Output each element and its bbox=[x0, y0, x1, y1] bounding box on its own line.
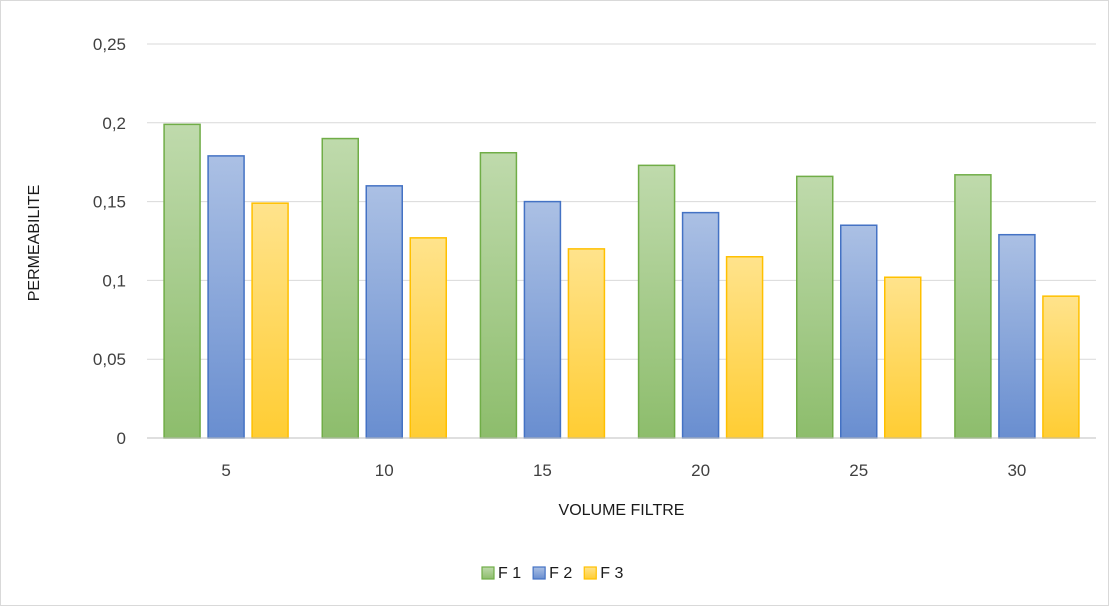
x-tick-label: 10 bbox=[375, 461, 394, 480]
legend-swatch bbox=[583, 566, 597, 580]
y-tick-label: 0,25 bbox=[93, 35, 126, 54]
axes: 0 0,05 0,1 0,15 0,2 0,25 5 10 15 20 25 30 bbox=[93, 35, 1096, 480]
x-axis-title: VOLUME FILTRE bbox=[559, 502, 685, 519]
legend-swatch bbox=[532, 566, 546, 580]
x-tick-label: 5 bbox=[221, 461, 230, 480]
bar-f1-5 bbox=[163, 123, 201, 439]
bar-f2-10 bbox=[365, 185, 403, 439]
gridlines bbox=[147, 43, 1096, 360]
bar-f3-20 bbox=[725, 256, 764, 439]
bar-f1-30 bbox=[954, 174, 992, 439]
x-tick-label: 30 bbox=[1007, 461, 1026, 480]
y-tick-label: 0,1 bbox=[102, 271, 126, 290]
bar-f2-15 bbox=[523, 200, 562, 439]
bar-f2-25 bbox=[840, 224, 878, 439]
bar-f1-25 bbox=[796, 175, 834, 439]
legend-label: F 2 bbox=[549, 565, 572, 582]
legend-swatch bbox=[481, 566, 495, 580]
y-tick-label: 0,05 bbox=[93, 350, 126, 369]
legend-label: F 1 bbox=[498, 565, 521, 582]
bar-f2-5 bbox=[207, 155, 245, 439]
y-axis-title: PERMEABILITE bbox=[26, 185, 43, 301]
bars bbox=[163, 123, 1080, 439]
bar-f3-25 bbox=[884, 276, 922, 439]
bar-f3-30 bbox=[1042, 295, 1080, 439]
bar-f3-10 bbox=[409, 237, 447, 439]
legend: F 1 F 2 F 3 bbox=[481, 565, 623, 582]
bar-f3-15 bbox=[567, 248, 606, 439]
y-tick-label: 0,2 bbox=[102, 114, 126, 133]
legend-label: F 3 bbox=[600, 565, 623, 582]
y-tick-label: 0 bbox=[117, 429, 126, 448]
bar-f1-15 bbox=[479, 151, 518, 439]
y-tick-label: 0,15 bbox=[93, 193, 126, 212]
bar-f1-20 bbox=[637, 164, 676, 439]
x-tick-label: 15 bbox=[533, 461, 552, 480]
x-tick-label: 20 bbox=[691, 461, 710, 480]
x-tick-label: 25 bbox=[849, 461, 868, 480]
bar-f2-30 bbox=[998, 233, 1036, 439]
bar-f2-20 bbox=[681, 211, 720, 439]
bar-f3-5 bbox=[251, 202, 289, 439]
bar-f1-10 bbox=[321, 137, 359, 439]
